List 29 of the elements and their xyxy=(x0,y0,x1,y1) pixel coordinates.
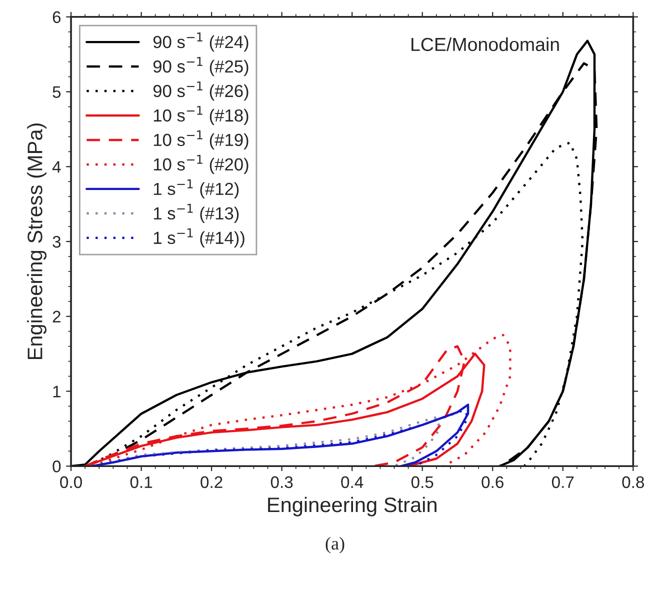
legend-label: 90 s$^{−1}$ (#25) xyxy=(153,56,248,76)
y-axis-title: Engineering Stress (MPa) xyxy=(27,124,46,360)
x-tick-label: 0.2 xyxy=(200,476,222,488)
x-axis-title: Engineering Strain xyxy=(268,496,436,516)
y-tick-label: 2 xyxy=(52,310,60,322)
x-tick-label: 0.5 xyxy=(411,476,434,488)
y-tick-label: 0 xyxy=(52,460,61,472)
legend-label: 90 s$^{−1}$ (#26) xyxy=(153,81,248,101)
y-tick-label: 1 xyxy=(53,386,60,398)
y-tick-label: 3 xyxy=(52,236,61,248)
x-tick-label: 0.7 xyxy=(552,476,574,488)
y-tick-label: 4 xyxy=(52,161,61,173)
x-tick-label: 0.0 xyxy=(60,476,82,488)
x-tick-label: 0.8 xyxy=(622,476,644,488)
legend-label: 10 s$^{−1}$ (#18) xyxy=(154,106,248,126)
text: (a) xyxy=(326,536,344,554)
x-tick-label: 0.4 xyxy=(341,476,364,488)
x-tick-label: 0.6 xyxy=(482,476,504,488)
x-tick-label: 0.1 xyxy=(130,476,152,488)
legend-label: 1 s$^{−1}$ (#12) xyxy=(154,179,239,198)
y-tick-label: 5 xyxy=(52,86,61,98)
legend-label: 90 s$^{−1}$ (#24) xyxy=(153,32,248,52)
legend-label: 10 s$^{−1}$ (#19) xyxy=(154,130,248,150)
legend-label: 1 s$^{−1}$ (#13) xyxy=(154,204,239,223)
legend-label: 1 s$^{−1}$ (#14)) xyxy=(154,228,244,248)
x-tick-label: 0.3 xyxy=(270,476,293,488)
legend-label: 10 s$^{−1}$ (#20) xyxy=(154,154,248,174)
y-tick-label: 6 xyxy=(52,11,61,24)
annotation: LCE/Monodomain xyxy=(412,37,559,52)
